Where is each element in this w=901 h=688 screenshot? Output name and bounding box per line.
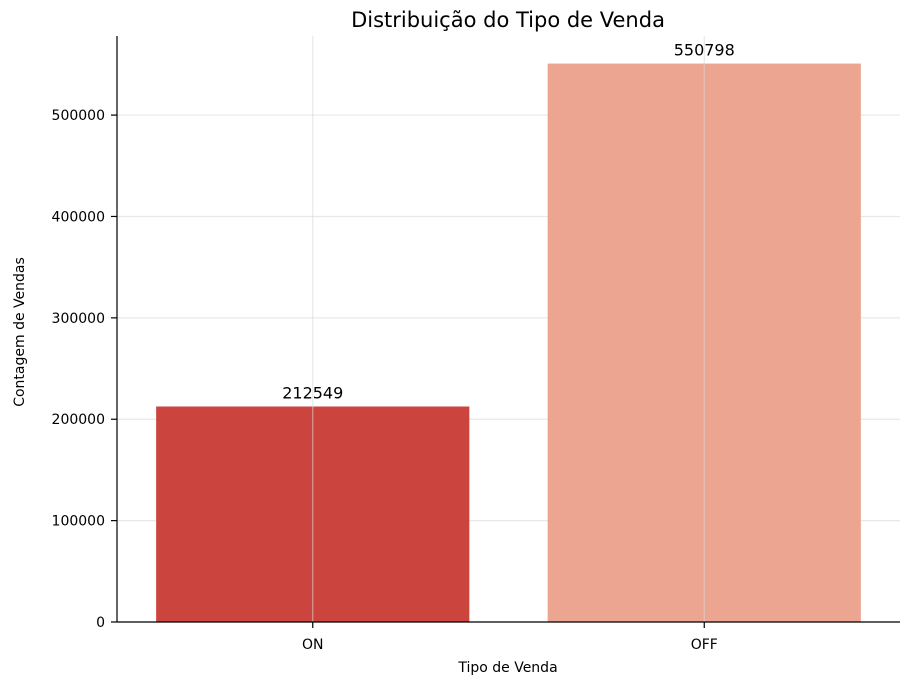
x-gridlines <box>312 36 705 622</box>
data-label-off: 550798 <box>674 41 735 60</box>
y-ticks: 0 100000 200000 300000 400000 500000 <box>52 108 117 631</box>
y-tick-label: 100000 <box>52 514 105 530</box>
y-axis-label: Contagem de Vendas <box>12 257 28 407</box>
chart-title: Distribuição do Tipo de Venda <box>351 8 665 32</box>
y-tick-label: 200000 <box>52 412 105 428</box>
y-tick-label: 300000 <box>52 311 105 327</box>
y-tick-label: 500000 <box>52 108 105 124</box>
y-tick-label: 400000 <box>52 209 105 225</box>
bars <box>156 63 861 623</box>
x-ticks: ON OFF <box>302 622 718 653</box>
data-label-on: 212549 <box>282 384 343 403</box>
y-tick-label: 0 <box>96 615 105 631</box>
x-axis-label: Tipo de Venda <box>457 660 557 676</box>
axes <box>116 36 900 623</box>
x-tick-label: ON <box>302 637 324 653</box>
data-labels: 212549 550798 <box>282 41 735 403</box>
x-tick-label: OFF <box>691 637 718 653</box>
